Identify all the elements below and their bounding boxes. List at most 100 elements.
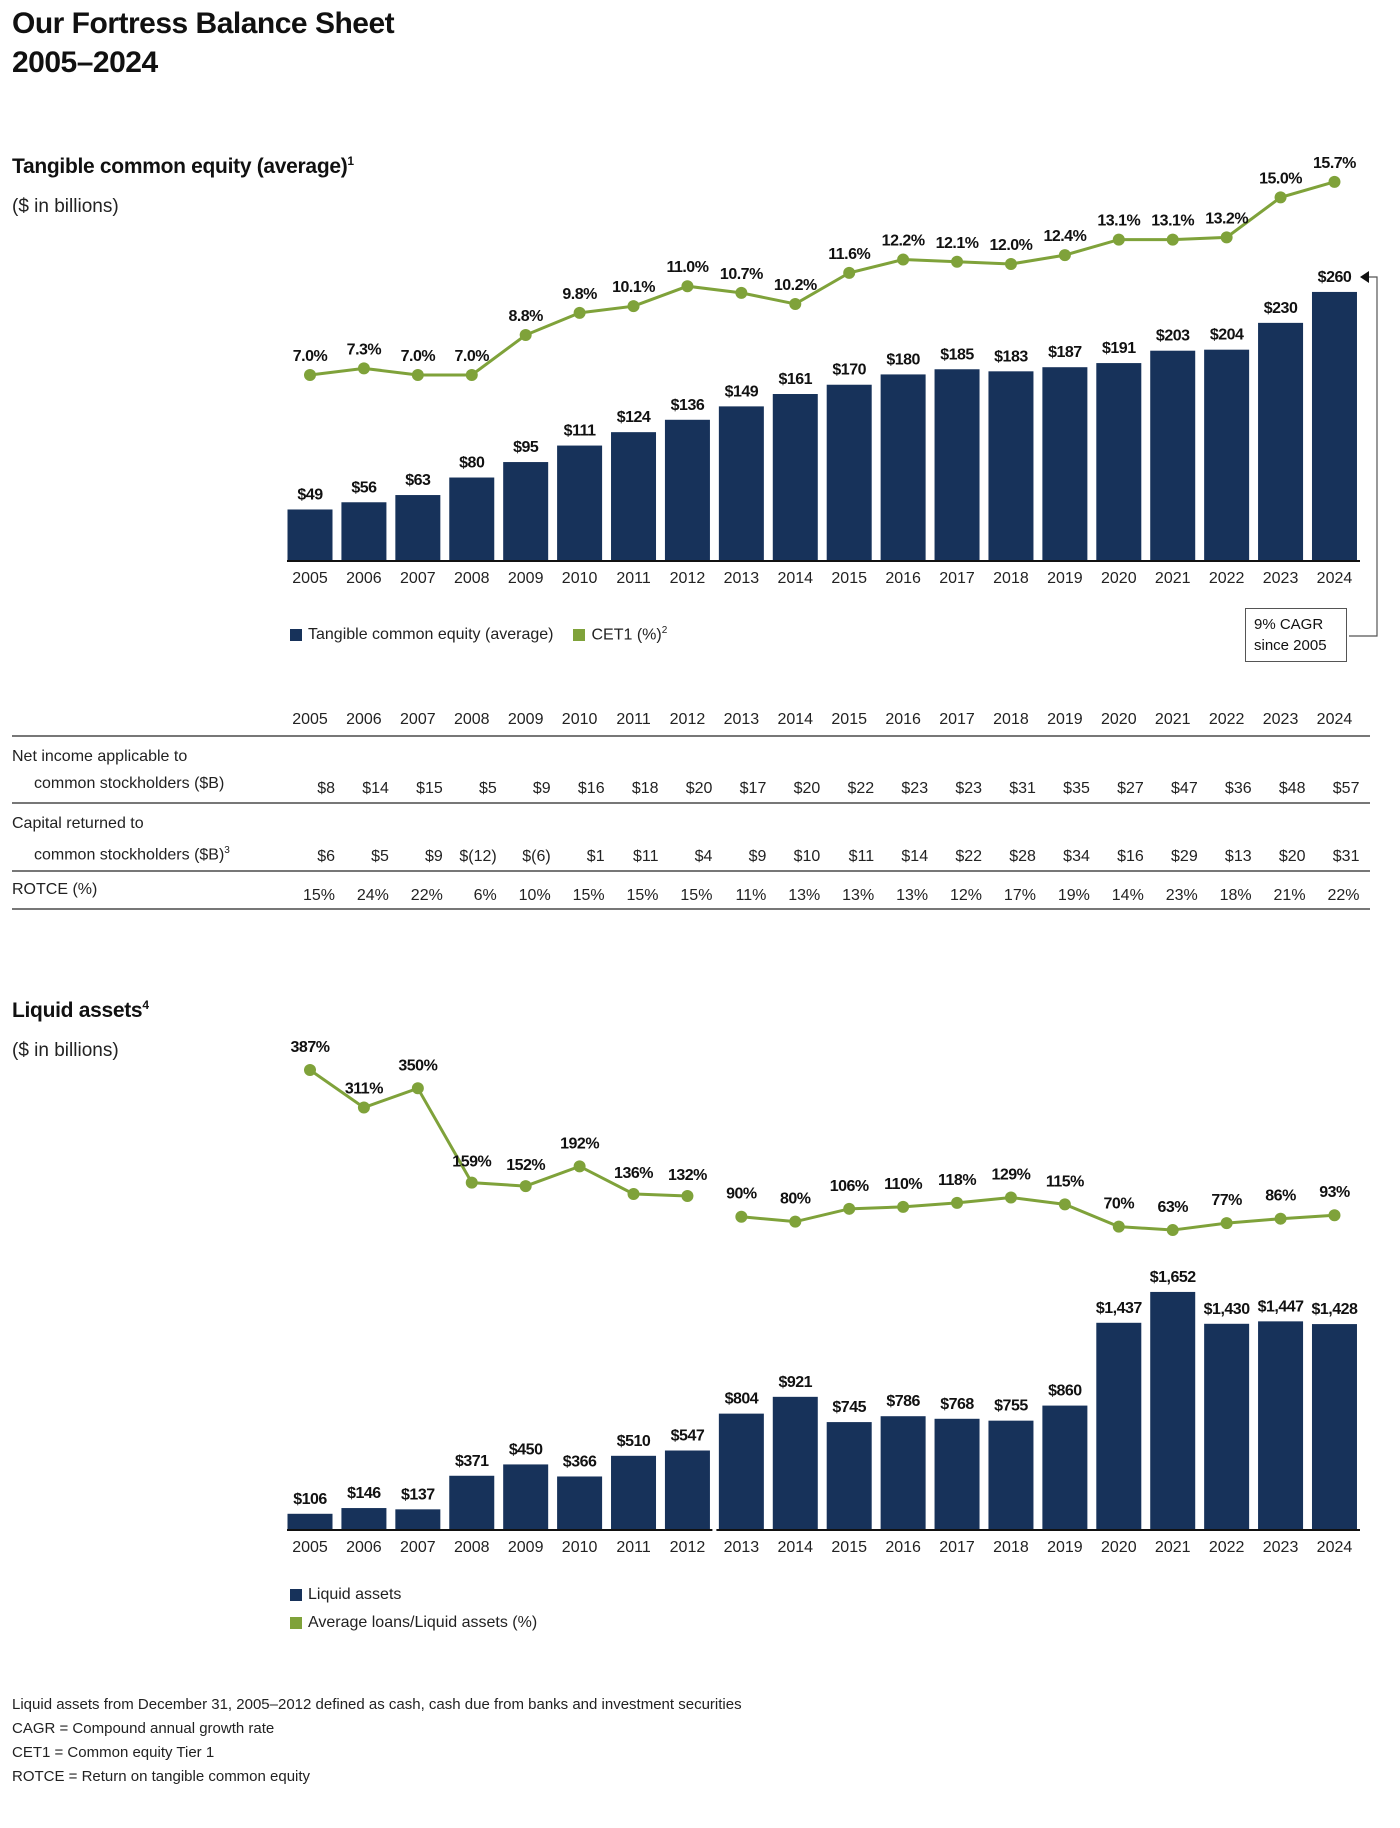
legend-swatch-bar (290, 628, 302, 641)
x-tick-label: 2018 (993, 1539, 1029, 1556)
table-year-header: 2011 (616, 711, 651, 728)
tce-chart-title: Tangible common equity (average)1 (12, 154, 354, 178)
line-value-label: 10.1% (612, 279, 655, 296)
table-cell: 15% (302, 887, 335, 904)
x-tick-label: 2016 (885, 570, 921, 587)
bar-value-label: $1,430 (1204, 1301, 1251, 1318)
table-cell: $(6) (522, 848, 551, 865)
line-point-2019 (1058, 249, 1071, 262)
bar-value-label: $860 (1048, 1383, 1082, 1400)
line-value-label: 13.2% (1205, 210, 1248, 227)
line-value-label: 13.1% (1097, 213, 1140, 230)
table-cell: $10 (793, 848, 821, 865)
line-point-2021 (1166, 1224, 1179, 1237)
bar-value-label: $921 (778, 1374, 812, 1391)
x-tick-label: 2009 (508, 570, 544, 587)
bar-value-label: $260 (1318, 269, 1352, 286)
x-tick-label: 2013 (724, 1539, 760, 1556)
table-cell: $4 (694, 848, 713, 865)
line-value-label: 7.0% (401, 348, 436, 365)
bar-2008 (449, 477, 495, 560)
table-row-label-capital-returned: Capital returned to common stockholders … (12, 815, 230, 864)
bar-value-label: $786 (886, 1393, 920, 1410)
table-cell: $8 (317, 780, 335, 797)
line-point-2022 (1220, 1217, 1233, 1230)
bar-2008 (449, 1475, 495, 1529)
bar-value-label: $1,652 (1150, 1269, 1197, 1286)
line-value-label: 13.1% (1151, 213, 1194, 230)
table-cell: $31 (1332, 848, 1360, 865)
line-point-2023 (1274, 1212, 1287, 1225)
bar-2023 (1258, 1321, 1304, 1529)
bar-2024 (1311, 291, 1357, 560)
legend-swatch-line (290, 1617, 302, 1629)
table-cell: $1 (586, 848, 605, 865)
cagr-annotation-box: 9% CAGR since 2005 (1245, 608, 1347, 662)
series-line (309, 1068, 688, 1198)
footnotes: Liquid assets from December 31, 2005–201… (12, 1693, 742, 1789)
table-cell: $6 (317, 848, 335, 865)
line-value-label: 152% (506, 1157, 545, 1174)
table-year-header: 2017 (939, 711, 975, 728)
table-row-label-rotce: ROTCE (%) (12, 881, 98, 898)
bar-value-label: $136 (671, 397, 705, 414)
table-cell: $20 (1278, 848, 1306, 865)
bar-2024 (1311, 1324, 1357, 1529)
line-point-2015 (843, 266, 856, 279)
table-year-header: 2013 (723, 711, 760, 728)
table-rule (12, 908, 1370, 910)
bar-2017 (934, 1418, 980, 1529)
line-point-2005 (304, 369, 316, 381)
bar-2022 (1204, 349, 1250, 560)
x-tick-label: 2006 (346, 570, 382, 587)
legend-label-liquid-assets: Liquid assets (308, 1586, 402, 1603)
line-point-2007 (411, 1082, 424, 1095)
bar-value-label: $56 (351, 479, 377, 496)
bar-value-label: $106 (293, 1491, 327, 1508)
table-year-header: 2012 (669, 711, 706, 728)
bar-2016 (880, 1416, 926, 1529)
table-cell: 13% (788, 887, 821, 904)
line-point-2008 (465, 369, 478, 381)
legend-label-cet1: CET1 (%)2 (591, 625, 668, 644)
legend-label-tce: Tangible common equity (average) (308, 625, 554, 643)
line-point-2009 (519, 1180, 532, 1193)
x-tick-label: 2015 (831, 570, 867, 587)
line-point-2012 (681, 280, 694, 293)
table-cell: 24% (356, 887, 389, 904)
line-value-label: 132% (668, 1167, 707, 1184)
footnote: Liquid assets from December 31, 2005–201… (12, 1696, 742, 1713)
bar-2021 (1150, 350, 1196, 560)
x-tick-label: 2021 (1155, 1539, 1191, 1556)
table-cell: $22 (955, 848, 983, 865)
bar-2005 (287, 509, 333, 560)
page-title: Our Fortress Balance Sheet 2005–2024 (12, 4, 395, 82)
table-cell: $14 (901, 848, 929, 865)
table-cell: 13% (842, 887, 875, 904)
table-year-header: 2019 (1047, 711, 1083, 728)
bar-value-label: $547 (671, 1428, 705, 1445)
line-value-label: 77% (1211, 1192, 1242, 1209)
bar-value-label: $49 (297, 486, 323, 503)
bar-2011 (611, 1455, 657, 1529)
table-cell: $9 (532, 780, 551, 797)
bar-2017 (934, 369, 980, 560)
line-point-2014 (789, 1215, 802, 1228)
x-tick-label: 2010 (562, 570, 598, 587)
bar-value-label: $149 (725, 383, 759, 400)
x-tick-label: 2005 (292, 1539, 328, 1556)
table-cell: $11 (848, 848, 875, 865)
table-cell: $13 (1224, 848, 1252, 865)
x-tick-label: 2011 (616, 570, 651, 587)
bar-2021 (1150, 1291, 1196, 1529)
table-cell: $20 (793, 780, 821, 797)
series-line (741, 1195, 1335, 1232)
bar-value-label: $230 (1264, 300, 1298, 317)
table-cell: $5 (478, 780, 497, 797)
table-year-header: 2009 (507, 711, 544, 728)
x-tick-label: 2019 (1047, 570, 1083, 587)
line-value-label: 15.0% (1259, 170, 1302, 187)
table-cell: 19% (1057, 887, 1090, 904)
footnote: CET1 = Common equity Tier 1 (12, 1744, 215, 1761)
